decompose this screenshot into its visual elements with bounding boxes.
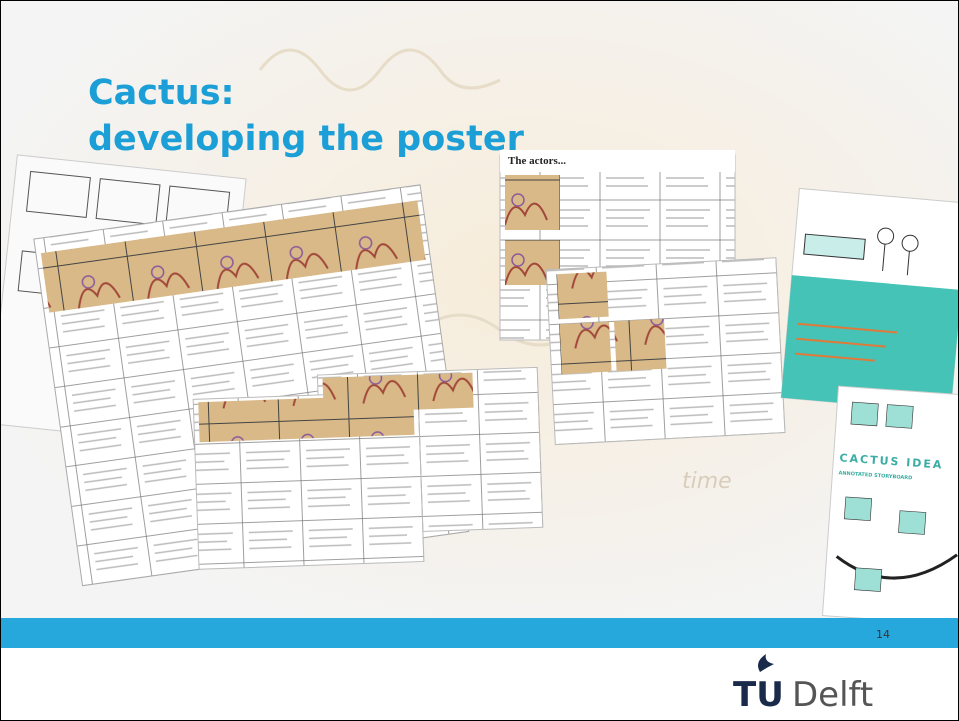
bus-poster	[780, 187, 959, 413]
logo-mark: TU	[733, 675, 784, 715]
table-poster	[545, 257, 786, 446]
logo-name: Delft	[792, 675, 873, 715]
slide-title: Cactus:	[88, 73, 235, 113]
page-number: 14	[876, 628, 890, 641]
background-word: time	[682, 469, 732, 494]
poster-subtitle: ANNOTATED STORYBOARD	[838, 470, 912, 481]
cactus-poster: CACTUS IDEA ANNOTATED STORYBOARD	[821, 385, 959, 626]
lower-poster	[192, 366, 544, 570]
poster-heading: The actors...	[508, 155, 566, 167]
logo: TU Delft	[733, 654, 873, 715]
slide-title: developing the poster	[88, 119, 525, 159]
footer-bar	[0, 618, 959, 648]
